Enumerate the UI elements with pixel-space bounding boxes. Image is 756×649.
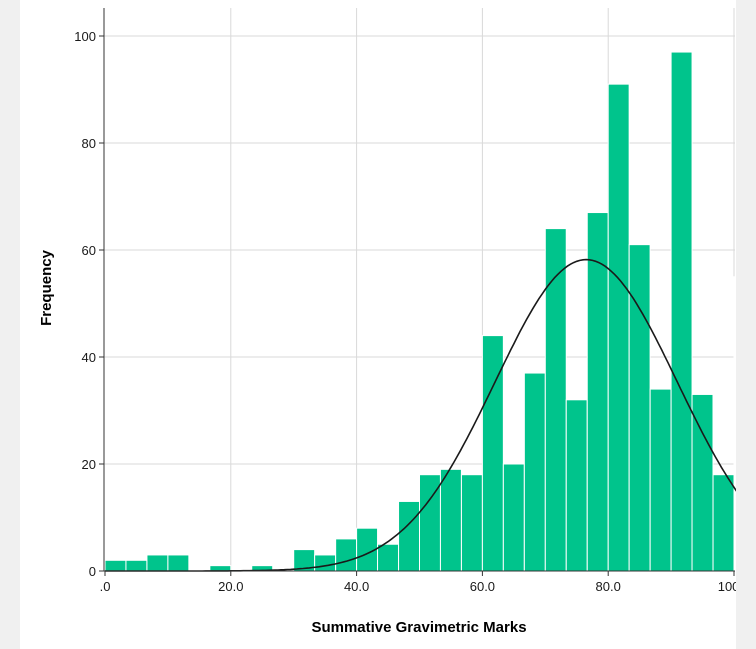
histogram-bar xyxy=(523,372,546,572)
histogram-bar xyxy=(167,554,190,572)
histogram-bar xyxy=(691,393,714,572)
histogram-bar xyxy=(377,543,399,572)
histogram-bar xyxy=(104,559,127,572)
histogram-bar xyxy=(733,276,736,572)
histogram-bar xyxy=(670,51,693,572)
histogram-bar xyxy=(398,500,420,572)
y-tick-label: 100 xyxy=(74,29,96,44)
x-tick-label: .0 xyxy=(100,579,111,594)
x-tick-label: 80.0 xyxy=(596,579,621,594)
y-axis-title: Frequency xyxy=(38,249,55,326)
histogram-bar xyxy=(712,474,735,572)
y-tick-label: 60 xyxy=(82,243,96,258)
histogram-bars xyxy=(104,51,736,572)
y-tick-label: 80 xyxy=(82,136,96,151)
histogram-bar xyxy=(628,244,651,572)
histogram-bar xyxy=(649,388,672,572)
histogram-bar xyxy=(314,554,337,572)
histogram-bar xyxy=(460,474,483,572)
x-axis-title: Summative Gravimetric Marks xyxy=(311,619,526,636)
histogram-bar xyxy=(439,468,462,572)
histogram-bar xyxy=(146,554,169,572)
y-tick-label: 20 xyxy=(82,457,96,472)
histogram-bar xyxy=(502,463,525,572)
axes xyxy=(99,8,735,576)
x-tick-label: 40.0 xyxy=(344,579,369,594)
x-tick-label: 20.0 xyxy=(218,579,243,594)
histogram-bar xyxy=(544,228,567,572)
y-tick-label: 40 xyxy=(82,350,96,365)
x-tick-label: 60.0 xyxy=(470,579,495,594)
histogram-bar xyxy=(335,538,358,572)
histogram-bar xyxy=(565,399,588,572)
histogram-bar xyxy=(607,83,630,572)
x-tick-label: 100.0 xyxy=(718,579,736,594)
histogram-bar xyxy=(125,559,148,572)
y-tick-label: 0 xyxy=(89,564,96,579)
